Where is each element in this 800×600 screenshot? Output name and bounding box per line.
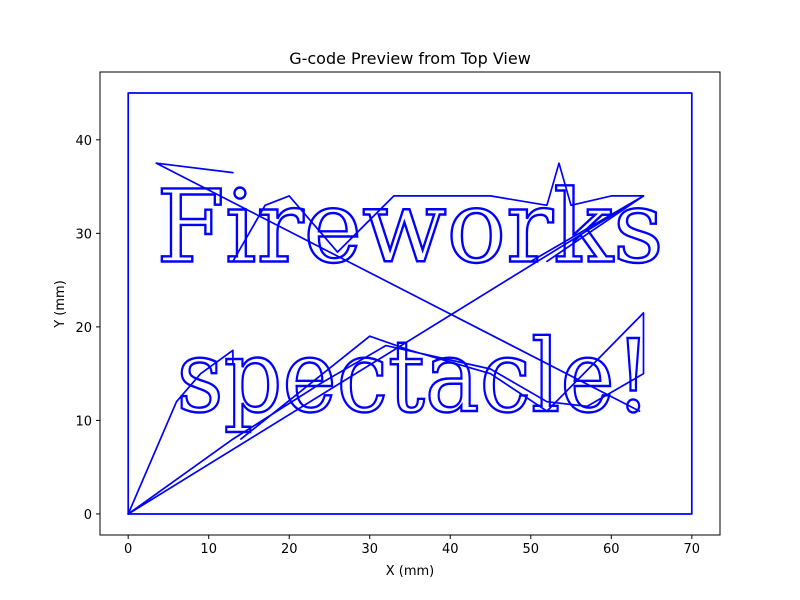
x-tick-label: 60: [603, 542, 620, 557]
plot-area: Fireworks spectacle!: [99, 71, 721, 536]
y-tick-label: 20: [75, 321, 92, 336]
toolpath-text-1: spectacle!: [177, 318, 652, 435]
y-tick-label: 10: [75, 414, 92, 429]
x-tick-label: 50: [523, 542, 540, 557]
toolpath-line-4: [232, 162, 645, 263]
x-tick-label: 10: [200, 542, 217, 557]
y-axis: 0 10 20 30 40: [75, 134, 100, 523]
toolpath-text-0: Fireworks: [156, 168, 663, 285]
x-tick-label: 20: [281, 542, 298, 557]
x-axis-label: X (mm): [386, 564, 435, 579]
x-axis: 0 10 20 30 40 50 60 70: [124, 535, 700, 557]
toolpath-line-1: [127, 349, 234, 515]
y-axis-label: Y (mm): [53, 280, 68, 329]
plot-frame: [99, 71, 721, 536]
y-tick-label: 40: [75, 134, 92, 149]
x-tick-label: 70: [684, 542, 701, 557]
toolpath-line-3: [155, 162, 234, 174]
toolpath-line-2: [155, 162, 641, 412]
x-tick-label: 30: [361, 542, 378, 557]
y-tick-label: 0: [84, 508, 92, 523]
toolpath-line-6: [127, 195, 645, 515]
toolpath-group: Fireworks spectacle!: [127, 92, 693, 515]
toolpath-line-0: [127, 92, 693, 515]
x-tick-label: 40: [442, 542, 459, 557]
chart-title: G-code Preview from Top View: [289, 49, 531, 68]
x-tick-label: 0: [124, 542, 132, 557]
toolpath-line-5: [127, 312, 645, 515]
y-tick-label: 30: [75, 227, 92, 242]
